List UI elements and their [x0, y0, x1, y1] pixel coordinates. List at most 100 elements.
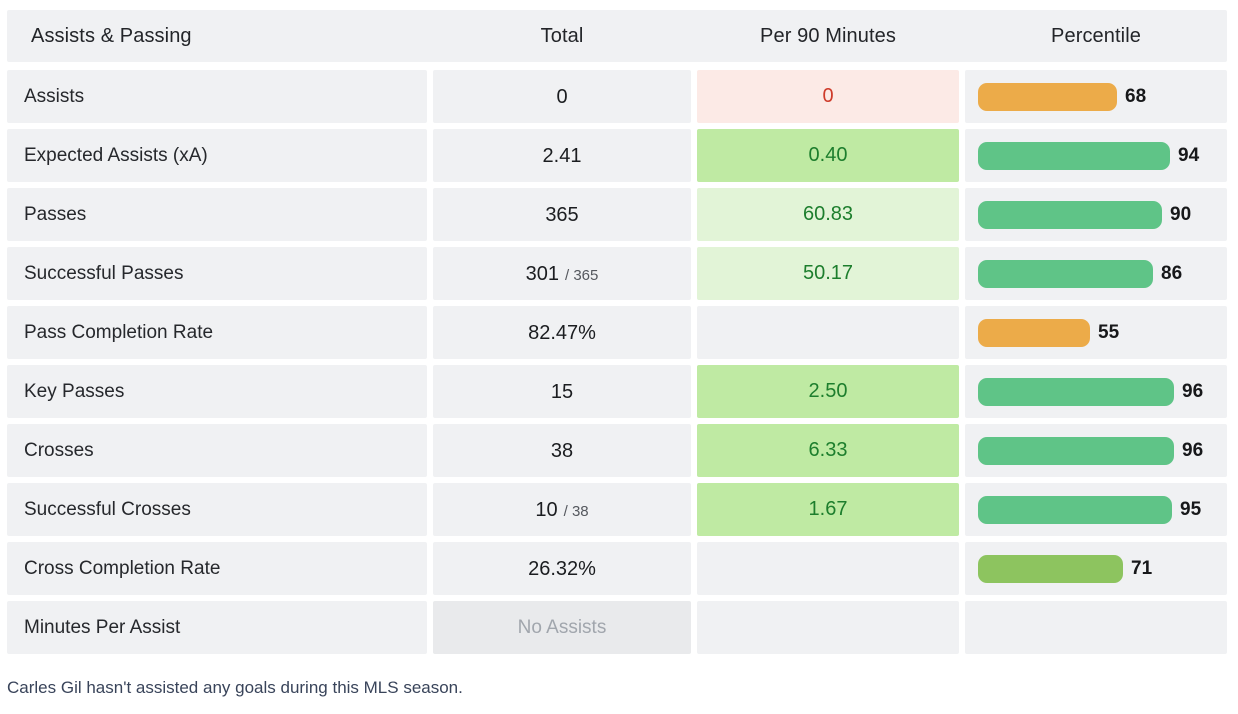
percentile-bar [978, 200, 1162, 229]
stat-total-cell: 0 [433, 70, 691, 123]
table-row: Crosses 38 6.33 96 [7, 424, 1227, 477]
stat-percentile-cell [965, 601, 1227, 654]
percentile-bar [978, 318, 1090, 347]
table-row: Expected Assists (xA) 2.41 0.40 94 [7, 129, 1227, 182]
percentile-bar [978, 554, 1123, 583]
table-row: Minutes Per Assist No Assists [7, 601, 1227, 654]
stat-per90-value: 0 [822, 85, 834, 107]
stat-total-value: 82.47% [528, 321, 596, 344]
table-row: Assists 0 0 68 [7, 70, 1227, 123]
stat-label-cell: Passes [7, 188, 427, 241]
stat-per90-value: 6.33 [808, 439, 848, 461]
stat-total-value: 301 [525, 262, 559, 285]
stat-label: Key Passes [24, 380, 125, 402]
stat-total-cell: 2.41 [433, 129, 691, 182]
stat-total-value: 15 [550, 380, 574, 403]
stat-total-cell: 38 [433, 424, 691, 477]
percentile-bar [978, 259, 1153, 288]
percentile-value: 90 [1170, 203, 1192, 225]
stat-total-value: 2.41 [542, 144, 582, 167]
percentile-bar [978, 495, 1172, 524]
stat-label: Passes [24, 203, 87, 225]
stat-total-value: 26.32% [528, 557, 596, 580]
stat-label-cell: Key Passes [7, 365, 427, 418]
stat-per90-cell: 0.40 [697, 129, 959, 182]
stat-total-value: 38 [550, 439, 574, 462]
stat-label: Expected Assists (xA) [24, 144, 208, 166]
stat-label-cell: Successful Crosses [7, 483, 427, 536]
column-header-percentile: Percentile [1051, 24, 1141, 47]
column-header-per90: Per 90 Minutes [760, 24, 896, 47]
stat-percentile-cell: 68 [965, 70, 1227, 123]
percentile-bar [978, 82, 1117, 111]
percentile-bar [978, 141, 1170, 170]
stat-label-cell: Cross Completion Rate [7, 542, 427, 595]
stat-total-cell: 365 [433, 188, 691, 241]
percentile-bar [978, 436, 1174, 465]
stat-total-cell: 82.47% [433, 306, 691, 359]
stat-label-cell: Successful Passes [7, 247, 427, 300]
stat-per90-cell: 6.33 [697, 424, 959, 477]
stat-per90-value: 0.40 [808, 144, 848, 166]
stat-percentile-cell: 55 [965, 306, 1227, 359]
stat-per90-cell: 2.50 [697, 365, 959, 418]
stat-label: Crosses [24, 439, 94, 461]
percentile-value: 94 [1178, 144, 1200, 166]
table-row: Cross Completion Rate 26.32% 71 [7, 542, 1227, 595]
percentile-value: 96 [1182, 439, 1204, 461]
stat-per90-cell: 50.17 [697, 247, 959, 300]
stat-per90-value: 60.83 [802, 203, 854, 225]
stat-per90-cell [697, 601, 959, 654]
table-header: Assists & Passing Total Per 90 Minutes P… [7, 10, 1227, 62]
stat-per90-cell: 1.67 [697, 483, 959, 536]
stat-total-cell: 26.32% [433, 542, 691, 595]
stat-total-value: 365 [545, 203, 579, 226]
stat-label-cell: Pass Completion Rate [7, 306, 427, 359]
stat-percentile-cell: 90 [965, 188, 1227, 241]
percentile-value: 96 [1182, 380, 1204, 402]
percentile-value: 55 [1098, 321, 1120, 343]
stat-label: Pass Completion Rate [24, 321, 214, 343]
stat-total-value: 0 [556, 85, 568, 108]
stat-total-cell: 15 [433, 365, 691, 418]
stat-per90-cell: 60.83 [697, 188, 959, 241]
stat-total-value: 10 [535, 498, 558, 521]
stat-label-cell: Assists [7, 70, 427, 123]
stat-total-secondary: / 38 [563, 502, 589, 520]
stat-label: Cross Completion Rate [24, 557, 221, 579]
stat-percentile-cell: 96 [965, 424, 1227, 477]
stat-label: Assists [24, 85, 85, 107]
stat-per90-value: 1.67 [808, 498, 848, 520]
stat-percentile-cell: 71 [965, 542, 1227, 595]
stat-label: Minutes Per Assist [24, 616, 181, 638]
stat-per90-cell [697, 542, 959, 595]
table-title: Assists & Passing [31, 24, 192, 47]
stat-per90-cell [697, 306, 959, 359]
stat-total-cell: 10 / 38 [433, 483, 691, 536]
percentile-bar [978, 377, 1174, 406]
stat-total-cell: No Assists [433, 601, 691, 654]
stat-label: Successful Crosses [24, 498, 191, 520]
stat-label-cell: Expected Assists (xA) [7, 129, 427, 182]
percentile-value: 68 [1125, 85, 1147, 107]
stat-percentile-cell: 94 [965, 129, 1227, 182]
percentile-value: 71 [1131, 557, 1153, 579]
stat-label-cell: Crosses [7, 424, 427, 477]
stat-percentile-cell: 96 [965, 365, 1227, 418]
stat-percentile-cell: 86 [965, 247, 1227, 300]
table-row: Passes 365 60.83 90 [7, 188, 1227, 241]
stat-percentile-cell: 95 [965, 483, 1227, 536]
table-row: Successful Crosses 10 / 38 1.67 95 [7, 483, 1227, 536]
table-row: Successful Passes 301 / 365 50.17 86 [7, 247, 1227, 300]
percentile-value: 95 [1180, 498, 1202, 520]
stat-total-secondary: / 365 [565, 266, 599, 284]
stat-label-cell: Minutes Per Assist [7, 601, 427, 654]
stat-label: Successful Passes [24, 262, 184, 284]
column-header-total: Total [540, 24, 584, 47]
stat-per90-value: 50.17 [802, 262, 854, 284]
table-body: Assists 0 0 68 Expected Assists (xA) 2.4… [7, 70, 1227, 654]
stat-per90-cell: 0 [697, 70, 959, 123]
percentile-value: 86 [1161, 262, 1183, 284]
table-row: Pass Completion Rate 82.47% 55 [7, 306, 1227, 359]
